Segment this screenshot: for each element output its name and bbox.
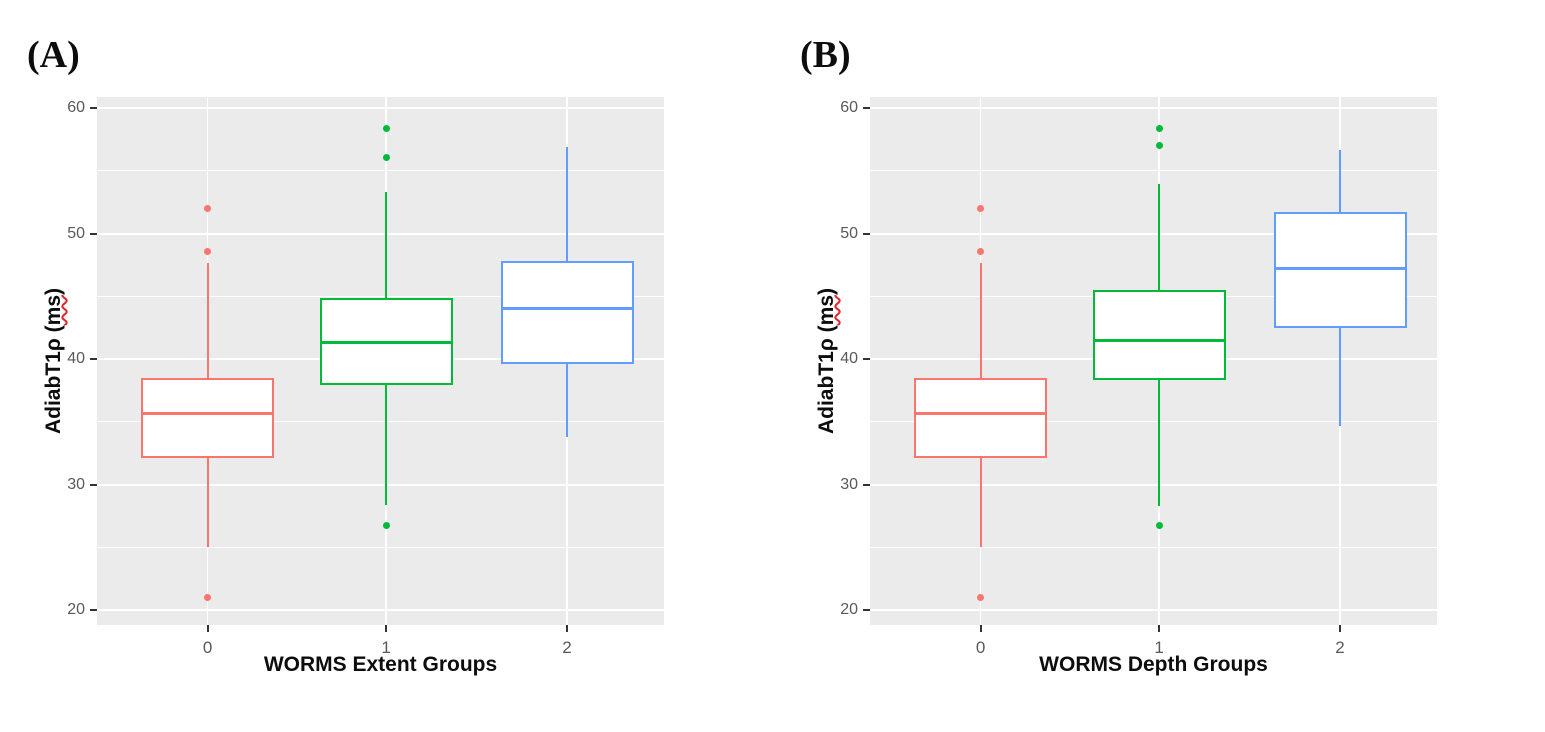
gridline-major <box>97 107 664 110</box>
y-tick-mark <box>863 358 870 361</box>
outlier-dot <box>204 205 212 213</box>
y-axis-title-close-paren: ) <box>815 287 838 295</box>
y-tick-label: 50 <box>67 224 85 242</box>
outlier-dot <box>382 124 390 132</box>
gridline-minor <box>870 546 1437 548</box>
y-tick-mark <box>863 483 870 486</box>
boxplot-median-line <box>319 341 453 345</box>
x-axis-title-b: WORMS Depth Groups <box>1039 653 1268 676</box>
y-tick-mark <box>863 232 870 235</box>
gridline-major <box>97 483 664 486</box>
x-tick-mark <box>206 625 209 632</box>
gridline-minor <box>870 421 1437 423</box>
gridline-major <box>870 483 1437 486</box>
y-tick-label: 50 <box>840 224 858 242</box>
y-axis-title-text: AdiabT1ρ ( <box>42 325 65 435</box>
y-tick-label: 60 <box>67 99 85 117</box>
y-axis-title-ms-spellcheck: ms <box>42 294 65 326</box>
y-tick-mark <box>90 483 97 486</box>
outlier-dot <box>977 593 985 601</box>
x-axis-title-a: WORMS Extent Groups <box>263 653 498 676</box>
x-tick-label: 1 <box>1154 638 1164 657</box>
x-tick-label: 0 <box>975 638 986 657</box>
outlier-dot <box>1155 142 1163 150</box>
panel-a: (A) AdiabT1ρ (ms) 20 30 40 50 60 0 1 2 WORMS Ex… <box>0 0 772 732</box>
y-tick-label: 30 <box>840 475 858 493</box>
x-tick-mark <box>979 625 982 632</box>
outlier-dot <box>1155 124 1163 132</box>
y-tick-label: 40 <box>840 350 858 368</box>
boxplot-median-line <box>500 307 634 311</box>
y-tick-label: 20 <box>67 600 85 618</box>
y-tick-label: 20 <box>840 600 858 618</box>
outlier-dot <box>204 593 212 601</box>
y-tick-mark <box>863 107 870 110</box>
x-tick-label: 1 <box>381 638 391 657</box>
boxplot-box <box>141 377 275 459</box>
x-tick-label: 2 <box>562 638 572 657</box>
y-tick-label: 30 <box>67 475 85 493</box>
boxplot-median-line <box>1092 338 1226 342</box>
outlier-dot <box>977 247 985 255</box>
gridline-minor <box>97 421 664 423</box>
y-tick-label: 40 <box>67 350 85 368</box>
outlier-dot <box>382 153 390 161</box>
y-tick-mark <box>90 608 97 611</box>
gridline-minor <box>97 546 664 548</box>
y-axis-title-close-paren: ) <box>42 287 65 295</box>
boxplot-box <box>500 261 634 365</box>
y-axis-title-text: AdiabT1ρ ( <box>815 325 838 435</box>
y-tick-label: 60 <box>840 99 858 117</box>
outlier-dot <box>977 205 985 213</box>
x-tick-mark <box>1158 625 1161 632</box>
gridline-minor <box>97 170 664 172</box>
panel-a-label: (A) <box>27 34 80 76</box>
y-tick-mark <box>90 358 97 361</box>
boxplot-median-line <box>141 411 275 415</box>
boxplot-box <box>914 377 1048 459</box>
y-tick-mark <box>863 608 870 611</box>
panel-b-label: (B) <box>800 34 851 76</box>
gridline-major <box>97 232 664 235</box>
y-axis-title-ms-spellcheck: ms <box>815 294 838 326</box>
gridline-minor <box>870 170 1437 172</box>
y-tick-mark <box>90 107 97 110</box>
x-tick-label: 0 <box>202 638 213 657</box>
boxplot-box <box>1092 290 1226 381</box>
gridline-major <box>97 608 664 611</box>
outlier-dot <box>204 247 212 255</box>
gridline-major <box>870 608 1437 611</box>
gridline-major <box>870 232 1437 235</box>
plot-area-b: 20 30 40 50 60 0 1 2 <box>840 97 1437 657</box>
x-tick-mark <box>1339 625 1342 632</box>
gridline-major <box>870 107 1437 110</box>
gridline-minor <box>97 295 664 297</box>
boxplot-median-line <box>914 411 1048 415</box>
x-tick-label: 2 <box>1335 638 1345 657</box>
x-tick-mark <box>385 625 388 632</box>
x-tick-mark <box>566 625 569 632</box>
boxplot-median-line <box>1273 267 1407 271</box>
outlier-dot <box>382 522 390 530</box>
panel-b: (B) AdiabT1ρ (ms) 20 30 40 50 60 0 1 2 WORMS De… <box>773 0 1545 732</box>
plot-area-a: 20 30 40 50 60 0 1 2 <box>67 97 664 657</box>
outlier-dot <box>1155 522 1163 530</box>
y-tick-mark <box>90 232 97 235</box>
